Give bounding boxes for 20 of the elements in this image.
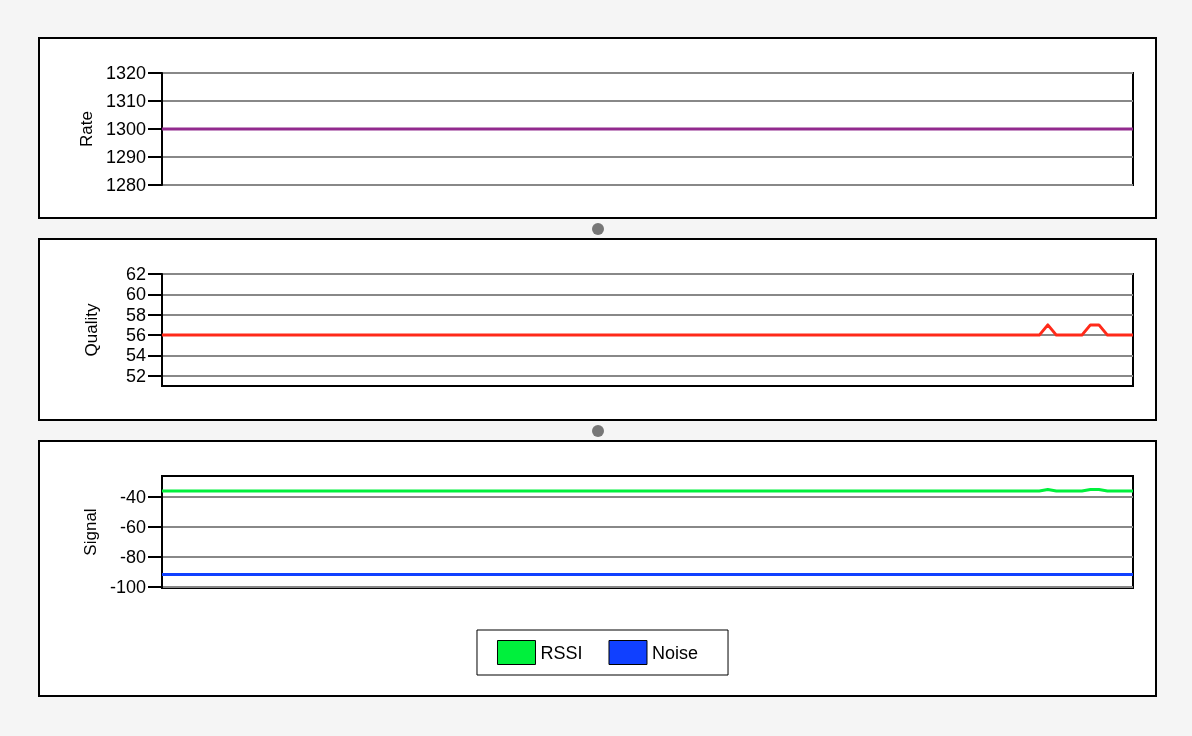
y-tick-label: -100 — [109, 576, 146, 597]
y-tick-label: 1310 — [105, 91, 146, 111]
y-tick-label: 1320 — [105, 63, 146, 83]
y-tick-label: 54 — [125, 345, 146, 366]
y-tick-label: 62 — [125, 264, 146, 284]
y-tick-label: -80 — [119, 546, 146, 567]
y-tick-label: 1290 — [105, 147, 146, 167]
y-tick-label: 60 — [125, 284, 146, 305]
y-axis-title: Quality — [82, 303, 101, 357]
legend-label: RSSI — [540, 642, 583, 663]
y-tick-label: -40 — [119, 486, 146, 507]
y-tick-label: 1280 — [105, 175, 146, 195]
y-axis-title: Rate — [77, 111, 97, 147]
y-tick-label: -60 — [119, 516, 146, 537]
legend-label: Noise — [652, 642, 699, 663]
y-tick-label: 52 — [125, 365, 146, 386]
y-axis-title: Signal — [81, 508, 101, 556]
y-tick-label: 1300 — [105, 119, 146, 139]
y-tick-label: 58 — [125, 304, 146, 325]
y-tick-label: 56 — [125, 325, 146, 346]
